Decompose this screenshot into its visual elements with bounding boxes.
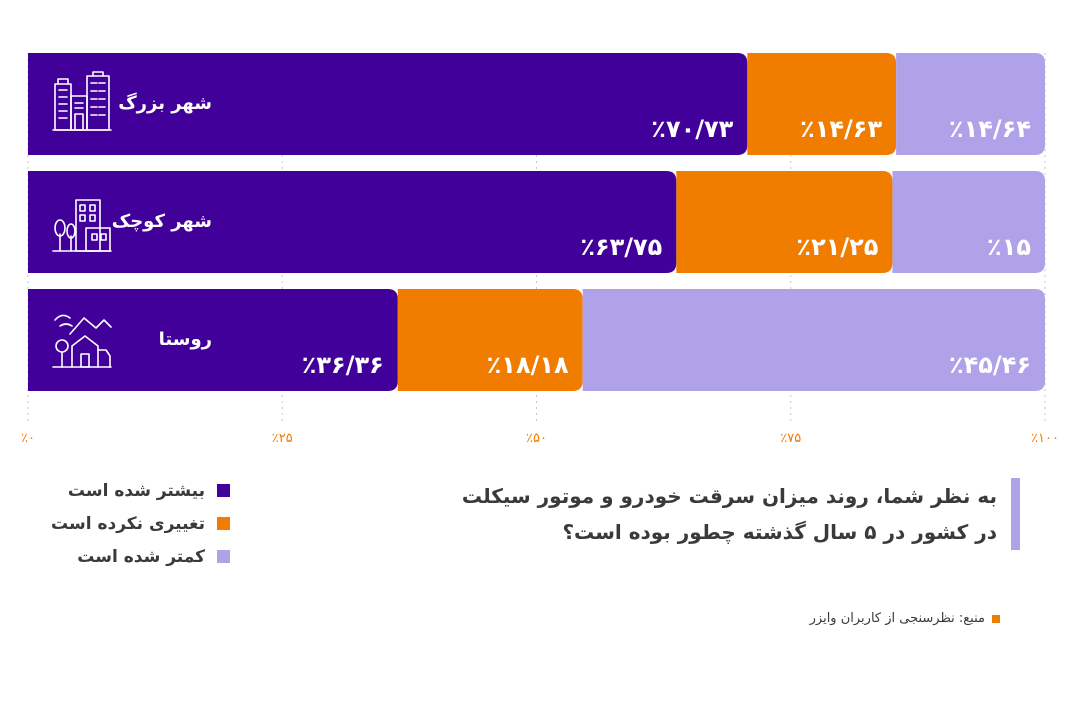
x-tick-label: ٪۷۵ [780, 431, 801, 446]
legend-label-decreased: کمتر شده است [77, 546, 205, 567]
x-tick-label: ٪۱۰۰ [1031, 431, 1059, 446]
bar-segment [676, 171, 893, 273]
x-tick-label: ٪۰ [21, 431, 35, 446]
legend: بیشتر شده است تغییری نکرده است کمتر شده … [30, 474, 230, 573]
category-label: شهر کوچک [112, 211, 212, 232]
bar-value-label: ٪۱۴/۶۳ [800, 115, 882, 143]
survey-question: به نظر شما، روند میزان سرقت خودرو و موتو… [437, 478, 1020, 550]
bar-value-label: ٪۳۶/۳۶ [302, 351, 384, 379]
bar-segment [397, 289, 583, 391]
legend-item-decreased: کمتر شده است [30, 540, 230, 573]
bar-value-label: ٪۴۵/۴۶ [949, 351, 1031, 379]
bar-value-label: ٪۷۰/۷۳ [651, 115, 733, 143]
question-line-1: به نظر شما، روند میزان سرقت خودرو و موتو… [461, 484, 997, 508]
category-label: روستا [159, 329, 212, 350]
legend-label-increased: بیشتر شده است [67, 480, 205, 501]
source-bullet-icon [992, 614, 1000, 623]
bar-value-label: ٪۱۴/۶۴ [949, 115, 1031, 143]
source-note: منبع: نظرسنجی از کاربران وایزر [810, 611, 1000, 626]
bar-segment [28, 171, 677, 273]
legend-swatch-unchanged [217, 517, 230, 530]
bar-segment [747, 53, 897, 155]
bar-value-label: ٪۲۱/۲۵ [796, 233, 878, 261]
category-label: شهر بزرگ [118, 92, 212, 114]
bar-segment [892, 171, 1045, 273]
legend-swatch-decreased [217, 550, 230, 563]
legend-item-unchanged: تغییری نکرده است [30, 507, 230, 540]
bar-segment [28, 53, 748, 155]
legend-item-increased: بیشتر شده است [30, 474, 230, 507]
legend-swatch-increased [217, 484, 230, 497]
bar-value-label: ٪۱۸/۱۸ [487, 351, 569, 379]
x-tick-label: ٪۲۵ [272, 431, 293, 446]
stacked-bar-chart: ٪۰ ٪۲۵ ٪۵۰ ٪۷۵ ٪۱۰۰ ٪۷۰/۷۳ ٪۱۴/۶۳ ٪۱۴/۶۴ شهر بزر… [21, 53, 1059, 446]
x-tick-label: ٪۵۰ [526, 431, 547, 446]
bar-value-label: ٪۱۵ [987, 233, 1031, 261]
bar-segment [582, 289, 1045, 391]
village-house-icon [52, 314, 112, 368]
question-line-2: در کشور در ۵ سال گذشته چطور بوده است؟ [562, 520, 997, 544]
bar-value-label: ٪۶۳/۷۵ [580, 233, 662, 261]
source-text: منبع: نظرسنجی از کاربران وایزر [809, 611, 985, 626]
skyscrapers-icon [52, 71, 112, 131]
bar-segment [896, 53, 1045, 155]
bar-segment [28, 289, 398, 391]
legend-label-unchanged: تغییری نکرده است [51, 513, 205, 534]
town-buildings-icon [52, 199, 112, 252]
